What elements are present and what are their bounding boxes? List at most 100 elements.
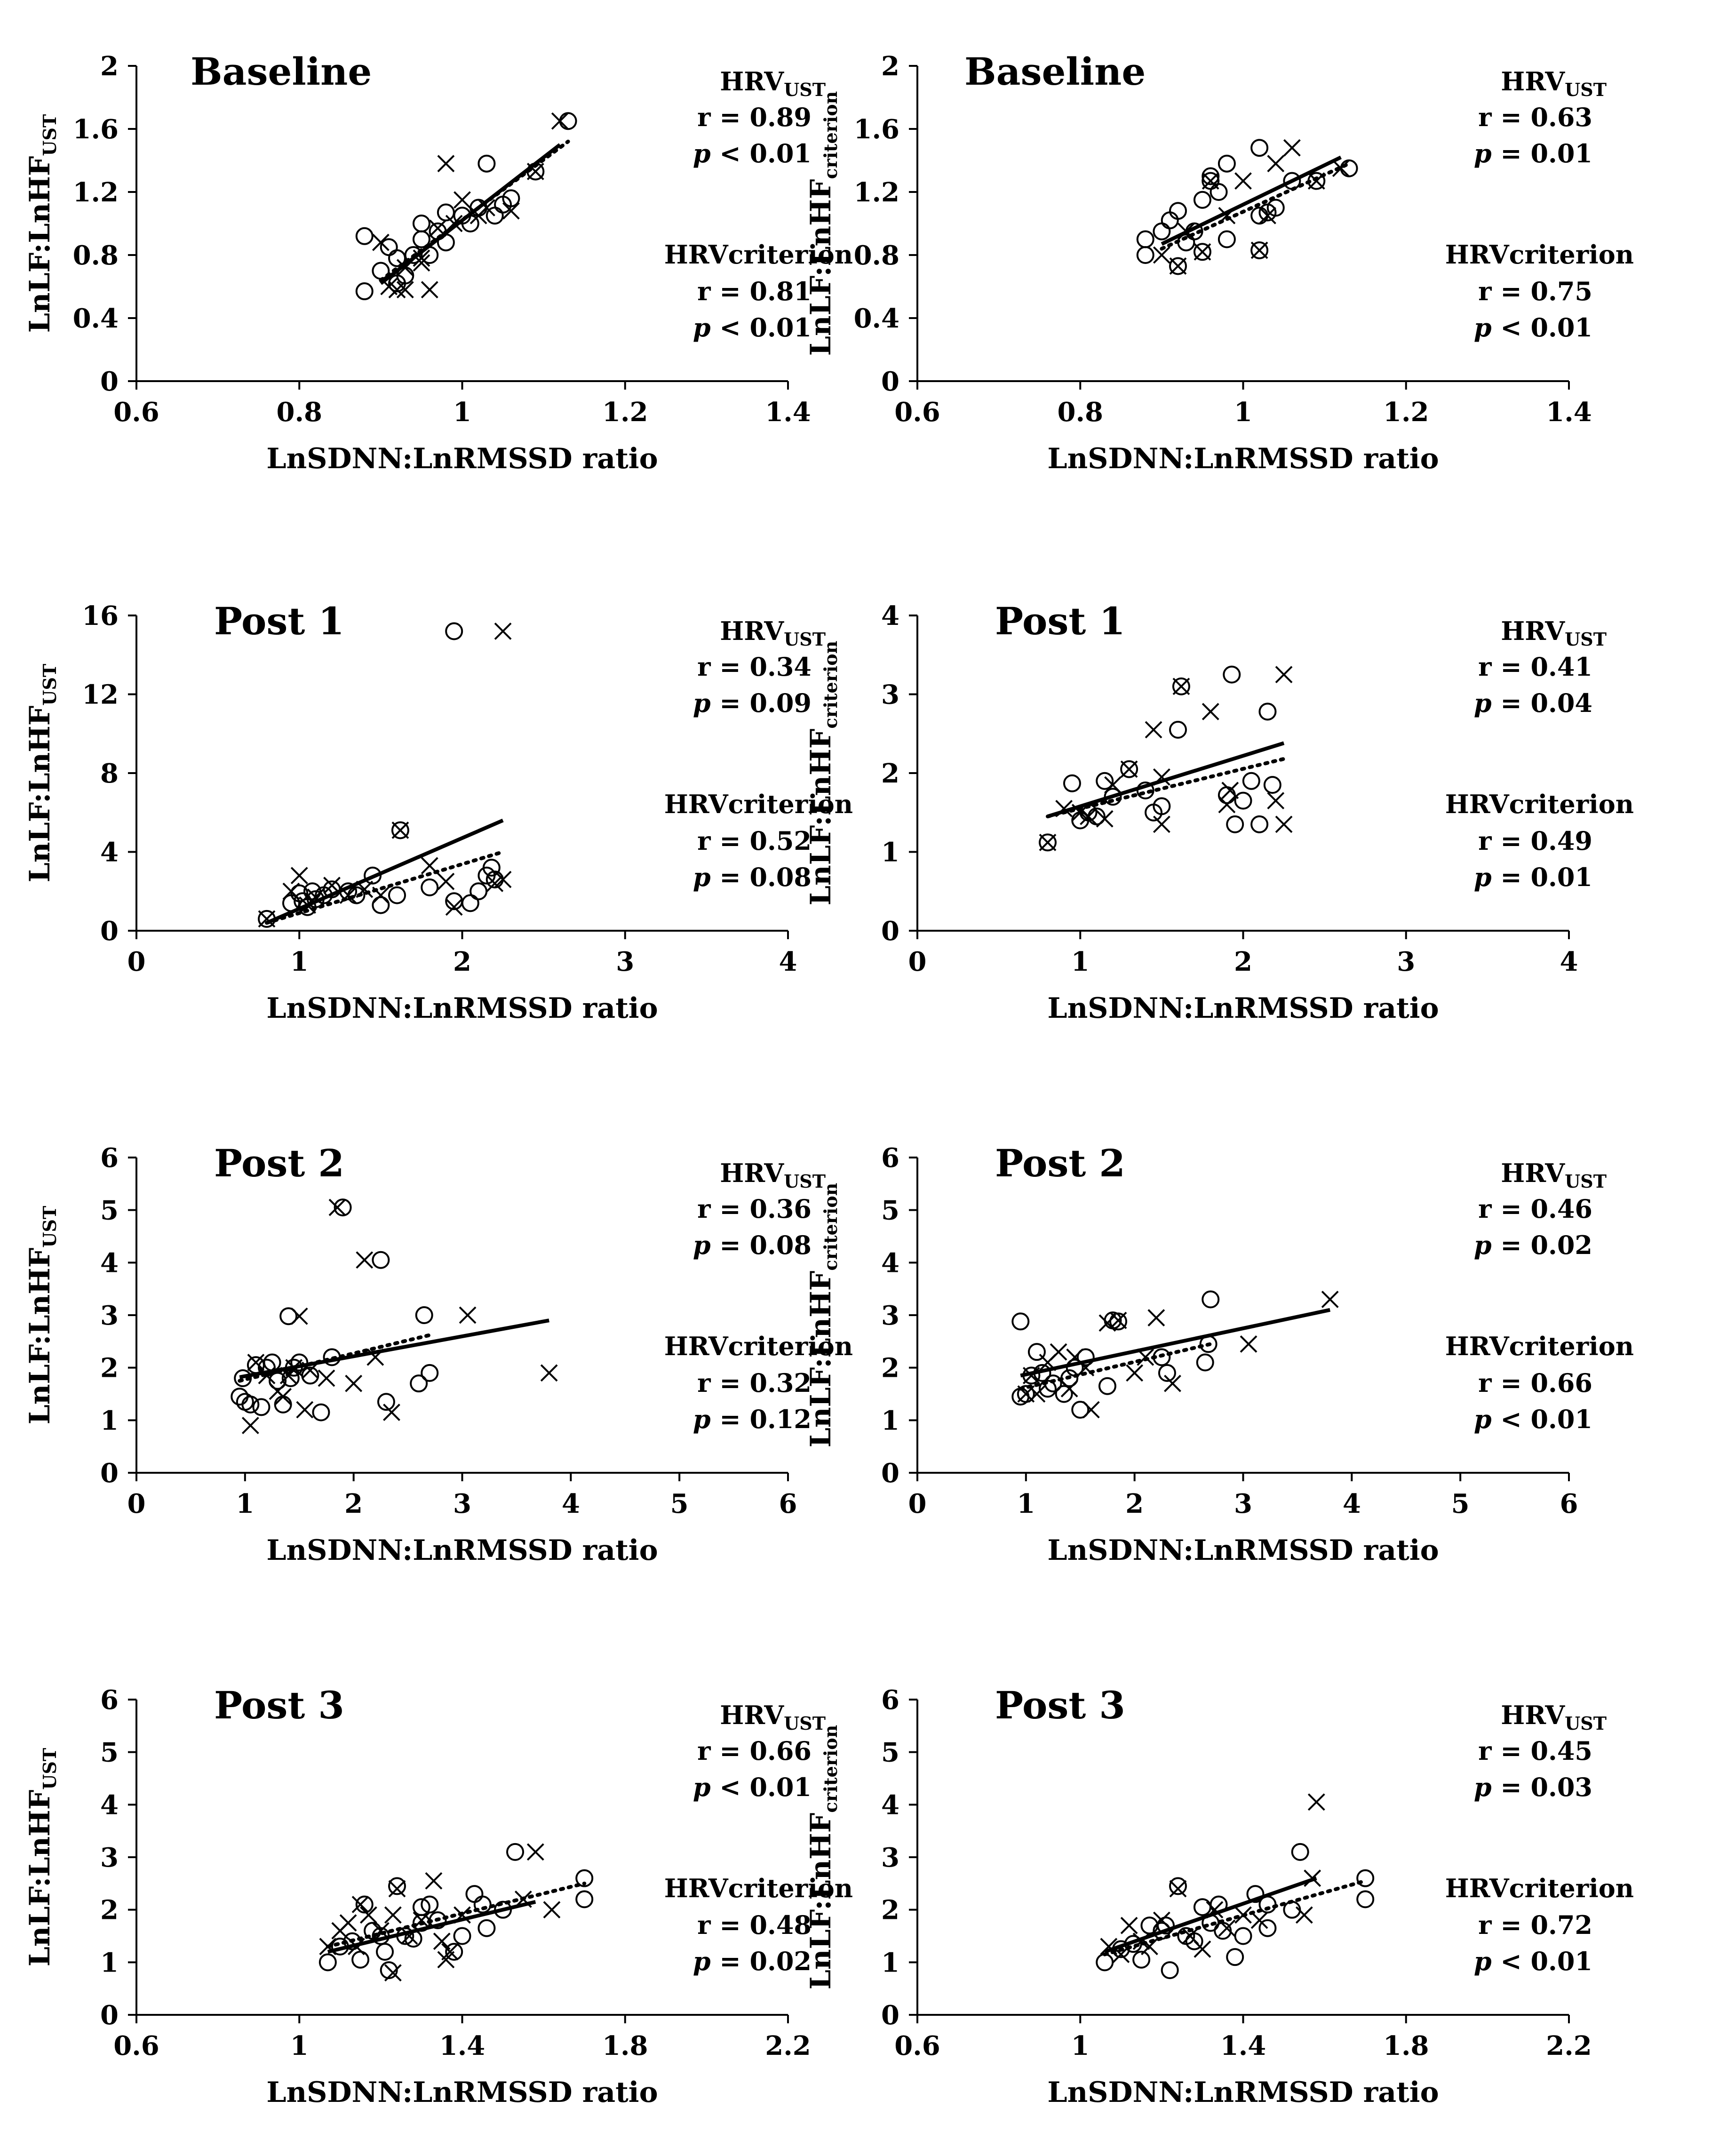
hrv-ust-sub: UST — [784, 1713, 826, 1734]
x-tick-label: 0 — [127, 946, 146, 977]
data-point-ust — [301, 1366, 319, 1385]
data-point-criterion — [1177, 223, 1195, 240]
data-point-criterion — [413, 249, 430, 267]
data-point-criterion — [258, 1367, 276, 1384]
ust-p-text: < 0.01 — [719, 1772, 812, 1802]
y-tick-label: 0 — [881, 1458, 899, 1489]
y-tick-label: 4 — [100, 1247, 119, 1278]
x-tick-label: 0.6 — [894, 397, 940, 428]
hrv-criterion-label: HRVcriterion — [1445, 1331, 1634, 1361]
data-point-ust — [334, 1198, 352, 1217]
hrv-ust-label: HRVUST — [720, 66, 826, 100]
hrv-ust-label: HRVUST — [720, 1700, 826, 1734]
hrv-ust-label: HRVUST — [1501, 1158, 1607, 1192]
data-point-ust — [470, 882, 488, 901]
data-point-ust — [415, 1306, 433, 1324]
data-point-criterion — [282, 882, 300, 900]
data-point-ust — [372, 262, 390, 280]
x-tick-label: 0.6 — [894, 2030, 940, 2061]
y-axis-label: LnLF:LnHFUST — [24, 664, 60, 883]
ust-p-value: p = 0.03 — [1474, 1772, 1592, 1802]
data-point-criterion — [1022, 1367, 1040, 1384]
x-tick-label: 1.4 — [439, 2030, 485, 2061]
y-axis-label-sub: criterion — [820, 1183, 841, 1271]
data-point-criterion — [328, 1198, 346, 1216]
data-point-ust — [1193, 191, 1211, 209]
data-point-ust — [502, 189, 520, 208]
data-point-ust — [1263, 776, 1281, 794]
panel-title: Post 3 — [995, 1683, 1125, 1727]
data-point-criterion — [1060, 1380, 1078, 1397]
x-axis-label: LnSDNN:LnRMSSD ratio — [266, 2076, 658, 2109]
p-symbol: p — [693, 1946, 720, 1976]
hrv-criterion-label: HRVcriterion — [664, 789, 853, 819]
y-tick-label: 0.8 — [73, 240, 119, 271]
y-tick-label: 0.8 — [854, 240, 899, 271]
data-point-criterion — [1234, 1906, 1252, 1924]
y-axis-label: LnLF:LnHFcriterion — [804, 1725, 841, 1989]
data-point-criterion — [388, 281, 406, 299]
y-axis-label-main: LnLF:LnHF — [804, 1813, 837, 1990]
data-point-criterion — [391, 822, 409, 839]
data-point-ust — [1039, 1380, 1057, 1398]
panel-title: Post 2 — [214, 1141, 344, 1185]
data-point-criterion — [454, 1906, 471, 1924]
data-point-criterion — [1250, 241, 1268, 259]
x-tick-label: 3 — [1234, 1488, 1252, 1519]
data-point-ust — [478, 154, 496, 173]
y-axis-label-main: LnLF:LnHF — [24, 1248, 56, 1425]
x-tick-label: 2 — [1125, 1488, 1144, 1519]
data-point-ust — [351, 1950, 370, 1969]
data-point-ust — [1283, 1900, 1301, 1919]
data-point-criterion — [478, 199, 495, 216]
data-point-criterion — [247, 1354, 265, 1371]
x-axis-label: LnSDNN:LnRMSSD ratio — [266, 1534, 658, 1567]
data-point-ust — [1098, 1377, 1116, 1395]
x-tick-label: 4 — [1560, 946, 1578, 977]
x-tick-label: 2 — [453, 946, 471, 977]
data-point-ust — [412, 1898, 430, 1916]
data-point-criterion — [1218, 1919, 1236, 1937]
data-point-ust — [388, 886, 406, 904]
y-tick-label: 3 — [100, 1300, 119, 1331]
ust-r-value: r = 0.63 — [1478, 102, 1592, 132]
data-point-ust — [1136, 781, 1154, 799]
ust-p-value: p < 0.01 — [693, 1772, 812, 1802]
data-point-criterion — [1153, 815, 1170, 833]
data-point-ust — [1076, 1348, 1095, 1366]
y-tick-label: 1 — [881, 1947, 899, 1978]
data-point-criterion — [1096, 810, 1114, 828]
ust-p-value: p < 0.01 — [693, 138, 812, 168]
data-point-ust — [1066, 1358, 1084, 1377]
criterion-p-text: < 0.01 — [719, 312, 812, 343]
data-point-criterion — [296, 1401, 314, 1419]
ust-p-value: p = 0.09 — [693, 688, 812, 718]
panel-6: 0 1 2 3 4 5 6 0 1 2 3 4 5 6 LnSDNN:LnRMSSD ratio LnLF:L… — [804, 1141, 1634, 1567]
hrv-ust-label: HRVUST — [1501, 66, 1607, 100]
x-tick-label: 5 — [670, 1488, 689, 1519]
data-point-ust — [1136, 230, 1154, 248]
data-point-ust — [445, 622, 463, 640]
data-point-ust — [279, 1307, 298, 1326]
trend-line-criterion — [326, 1881, 587, 1948]
x-tick-label: 3 — [616, 946, 634, 977]
data-point-criterion — [1295, 1906, 1313, 1924]
x-tick-label: 5 — [1451, 1488, 1470, 1519]
data-point-criterion — [437, 872, 455, 890]
data-point-ust — [290, 884, 309, 902]
data-point-criterion — [345, 1374, 363, 1392]
data-point-criterion — [454, 191, 471, 209]
x-tick-label: 2.2 — [1546, 2030, 1592, 2061]
data-point-criterion — [1028, 1385, 1046, 1403]
data-point-ust — [461, 894, 479, 912]
trend-line-ust — [1020, 1308, 1330, 1378]
ust-p-text: = 0.09 — [719, 688, 812, 718]
y-tick-label: 2 — [881, 758, 899, 789]
y-tick-label: 5 — [100, 1195, 119, 1226]
x-tick-label: 2 — [1234, 946, 1252, 977]
data-point-criterion — [1194, 1940, 1211, 1958]
data-point-criterion — [1104, 776, 1122, 794]
hrv-ust-sub: UST — [1565, 1171, 1607, 1192]
criterion-p-text: = 0.08 — [719, 862, 812, 892]
p-symbol: p — [1474, 1404, 1501, 1434]
